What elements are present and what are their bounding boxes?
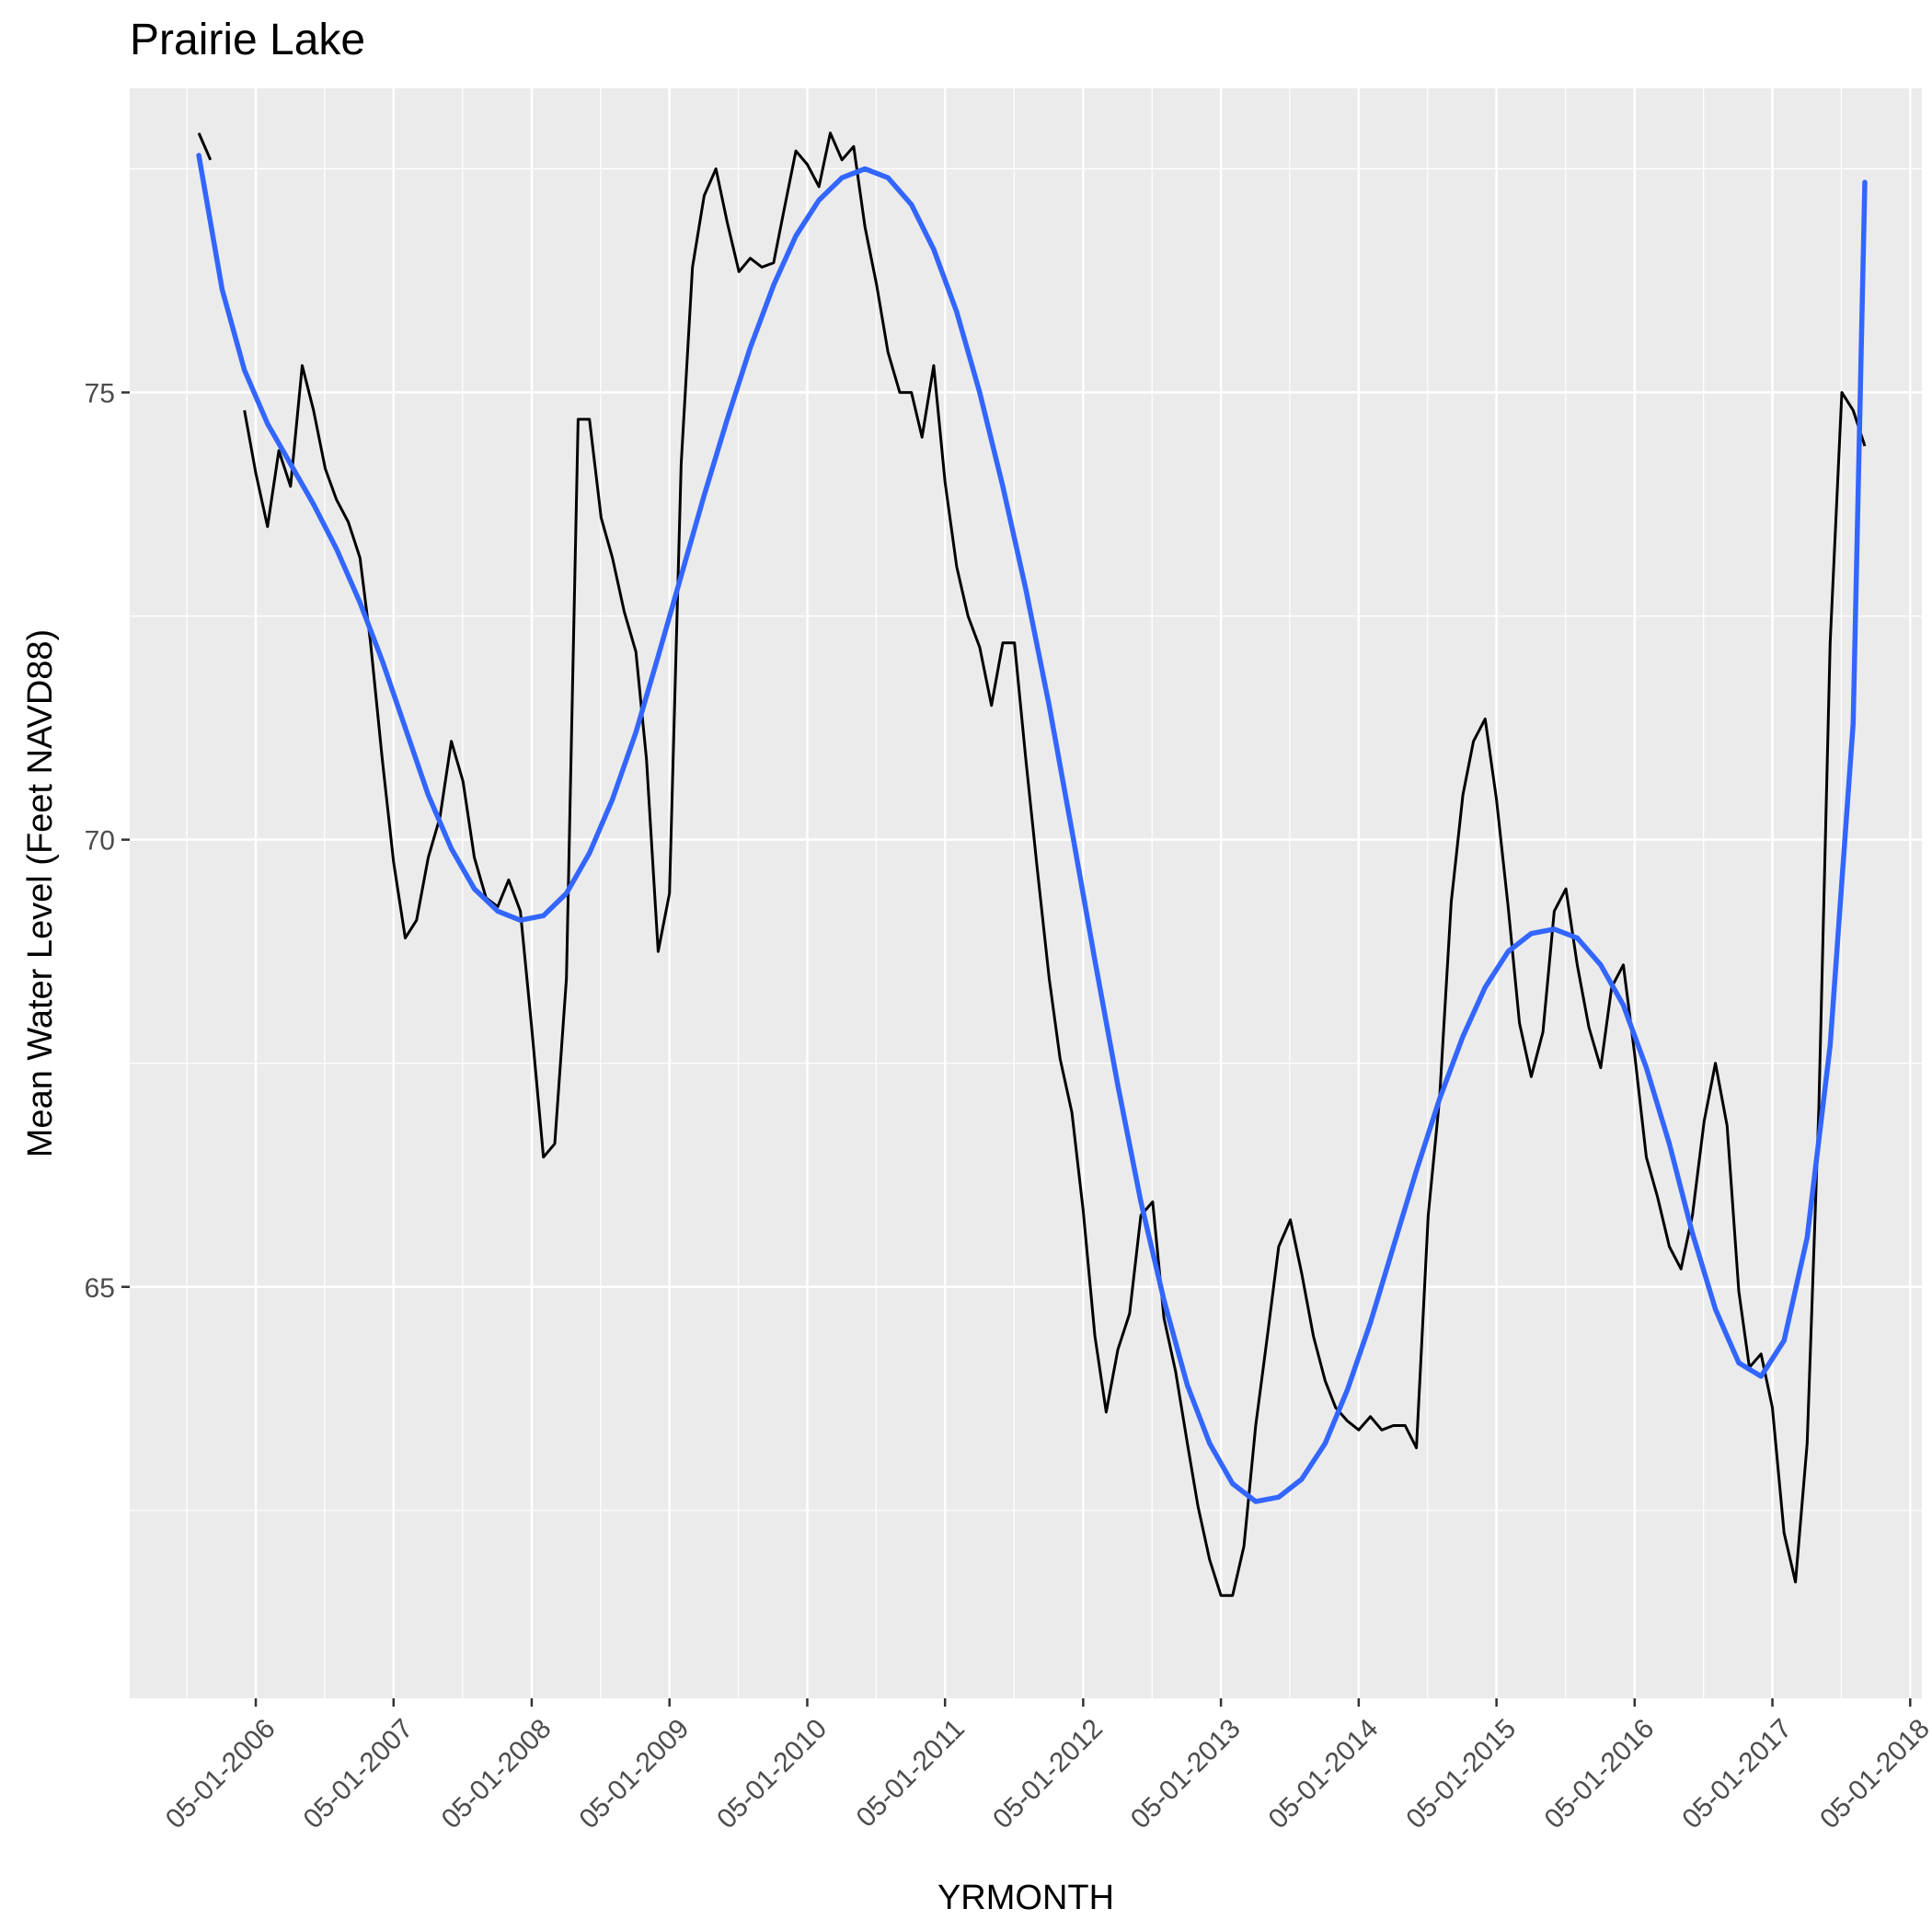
- y-tick-label: 75: [85, 379, 115, 409]
- y-tick-label: 65: [85, 1273, 115, 1304]
- minor-gridlines: [130, 88, 1922, 1698]
- major-gridlines: [130, 88, 1922, 1698]
- y-tick-label: 70: [85, 826, 115, 857]
- x-tick-label: 05-01-2012: [987, 1713, 1109, 1834]
- x-tick-label: 05-01-2018: [1814, 1713, 1932, 1834]
- x-axis: 05-01-2006 05-01-2007 05-01-2008 05-01-2009…: [160, 1698, 1932, 1834]
- x-tick-label: 05-01-2008: [436, 1713, 558, 1834]
- x-axis-title: YRMONTH: [937, 1879, 1114, 1917]
- x-tick-label: 05-01-2009: [573, 1713, 695, 1834]
- plot-panel: [130, 88, 1922, 1698]
- x-tick-label: 05-01-2010: [711, 1713, 833, 1834]
- series-layer: [196, 132, 1868, 1597]
- smoothed-trend-line: [196, 153, 1868, 1504]
- water-level-series-line: [243, 132, 1867, 1597]
- chart-title: Prairie Lake: [130, 16, 366, 64]
- y-axis-title: Mean Water Level (Feet NAVD88): [21, 629, 60, 1157]
- x-tick-label: 05-01-2011: [851, 1713, 971, 1833]
- y-axis: 65 70 75: [85, 379, 130, 1304]
- x-tick-label: 05-01-2007: [298, 1713, 420, 1834]
- x-tick-label: 05-01-2006: [160, 1713, 282, 1834]
- x-tick-label: 05-01-2015: [1400, 1713, 1522, 1834]
- x-tick-label: 05-01-2014: [1263, 1713, 1385, 1834]
- x-tick-label: 05-01-2016: [1539, 1713, 1661, 1834]
- water-level-series-line: [197, 132, 213, 161]
- x-tick-label: 05-01-2013: [1125, 1713, 1247, 1834]
- x-tick-label: 05-01-2017: [1676, 1713, 1798, 1834]
